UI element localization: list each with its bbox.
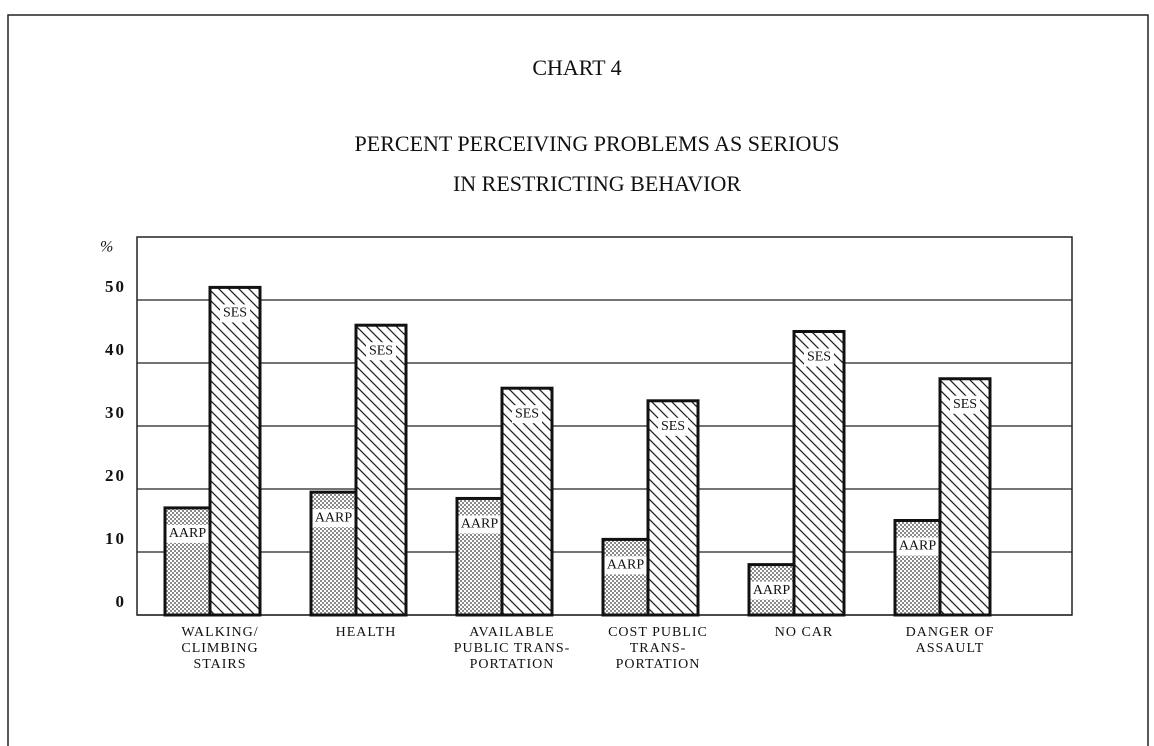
x-tick-label: DANGER OF <box>906 625 995 640</box>
y-tick-label: 20 <box>105 466 126 485</box>
x-tick-label: PORTATION <box>616 657 701 672</box>
chart-subtitle: PERCENT PERCEIVING PROBLEMS AS SERIOUS <box>355 131 840 156</box>
bar-label: SES <box>369 343 393 358</box>
bar-label: SES <box>807 350 831 365</box>
bar <box>163 506 212 617</box>
bar-label-bg <box>312 509 355 528</box>
bar <box>208 285 262 617</box>
y-tick-label: 0 <box>116 592 127 611</box>
bar-label: SES <box>953 397 977 412</box>
y-tick-label: 50 <box>105 277 126 296</box>
bar-label-bg <box>658 417 688 436</box>
x-tick-label: ASSAULT <box>916 641 985 656</box>
bar-label: AARP <box>607 558 645 573</box>
bar <box>893 519 942 617</box>
bar-label: AARP <box>753 583 791 598</box>
frame <box>7 14 1149 746</box>
y-tick-label: 30 <box>105 403 126 422</box>
bar-label: AARP <box>899 539 937 554</box>
bar-label: SES <box>661 419 685 434</box>
x-tick-label: AVAILABLE <box>469 625 555 640</box>
x-tick-label: PORTATION <box>470 657 555 672</box>
bar-label-bg <box>512 405 542 424</box>
x-tick-label: STAIRS <box>193 657 246 672</box>
bar <box>646 399 700 617</box>
bar-label: AARP <box>315 510 353 525</box>
x-tick-label: WALKING/ <box>181 625 258 640</box>
bar-label-bg <box>166 524 209 543</box>
chart-title: CHART 4 <box>532 55 621 80</box>
y-tick-label: 40 <box>105 340 126 359</box>
x-tick-label: NO CAR <box>775 625 834 640</box>
x-tick-label: COST PUBLIC <box>608 625 708 640</box>
bar-label-bg <box>896 537 939 556</box>
bar-label-bg <box>750 581 793 600</box>
bar-label: SES <box>223 306 247 321</box>
bar <box>601 537 650 617</box>
bar-label: SES <box>515 406 539 421</box>
bar <box>500 386 554 617</box>
bar-label-bg <box>220 304 250 323</box>
bar-label-bg <box>458 515 501 534</box>
bar-label-bg <box>950 395 980 414</box>
x-tick-label: CLIMBING <box>181 641 258 656</box>
bar-label-bg <box>366 342 396 361</box>
bar <box>354 323 408 617</box>
x-tick-label: PUBLIC TRANS- <box>454 641 571 656</box>
bar-label: AARP <box>169 526 207 541</box>
x-tick-label: TRANS- <box>630 641 687 656</box>
bar-label: AARP <box>461 517 499 532</box>
y-tick-label: 10 <box>105 529 126 548</box>
bar-label-bg <box>804 348 834 367</box>
bar <box>792 330 846 617</box>
bar <box>938 377 992 617</box>
x-tick-label: HEALTH <box>336 625 397 640</box>
bar-label-bg <box>604 556 647 575</box>
chart-subtitle: IN RESTRICTING BEHAVIOR <box>453 171 741 196</box>
y-axis-label: % <box>100 239 113 256</box>
